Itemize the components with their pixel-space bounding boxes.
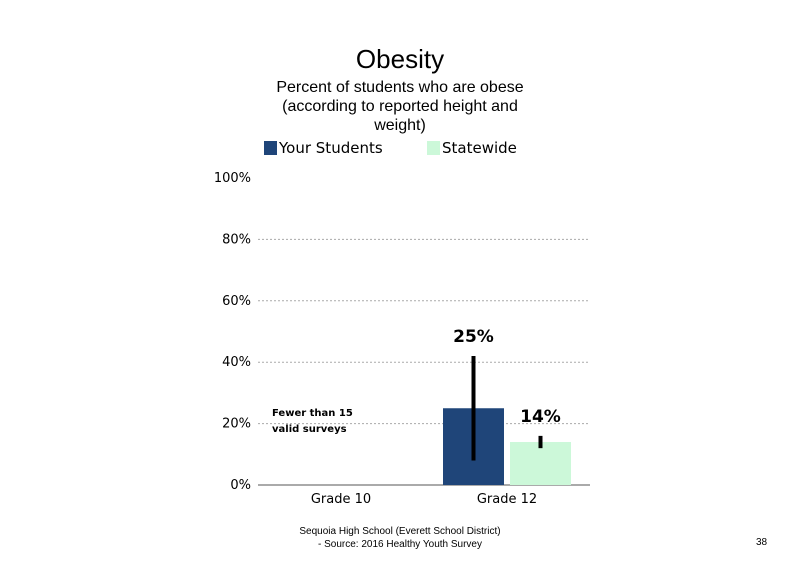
annotation-text: valid surveys — [272, 424, 347, 435]
x-tick-label: Grade 10 — [311, 492, 371, 507]
data-label: 14% — [520, 407, 561, 427]
legend-item-statewide: Statewide — [427, 139, 517, 157]
legend-label-statewide: Statewide — [442, 139, 517, 157]
y-tick-label: 0% — [230, 478, 251, 493]
page-number: 38 — [756, 537, 768, 548]
annotation-text: Fewer than 15 — [272, 408, 353, 419]
legend-swatch-statewide — [427, 141, 440, 155]
data-label: 25% — [453, 327, 494, 347]
footer-source: - Source: 2016 Healthy Youth Survey — [318, 539, 482, 550]
x-tick-label: Grade 12 — [477, 492, 537, 507]
y-tick-label: 20% — [222, 417, 251, 432]
y-tick-label: 80% — [222, 232, 251, 247]
footer: Sequoia High School (Everett School Dist… — [0, 525, 800, 551]
chart-subtitle: Percent of students who are obese (accor… — [276, 79, 524, 134]
bar — [510, 442, 571, 485]
legend-label-your-students: Your Students — [279, 139, 383, 157]
legend-item-your-students: Your Students — [264, 139, 383, 157]
y-tick-label: 100% — [214, 171, 251, 186]
y-tick-label: 40% — [222, 355, 251, 370]
chart-title: Obesity — [355, 44, 445, 74]
footer-school: Sequoia High School (Everett School Dist… — [299, 526, 501, 537]
legend-swatch-your-students — [264, 141, 277, 155]
y-tick-label: 60% — [222, 294, 251, 309]
